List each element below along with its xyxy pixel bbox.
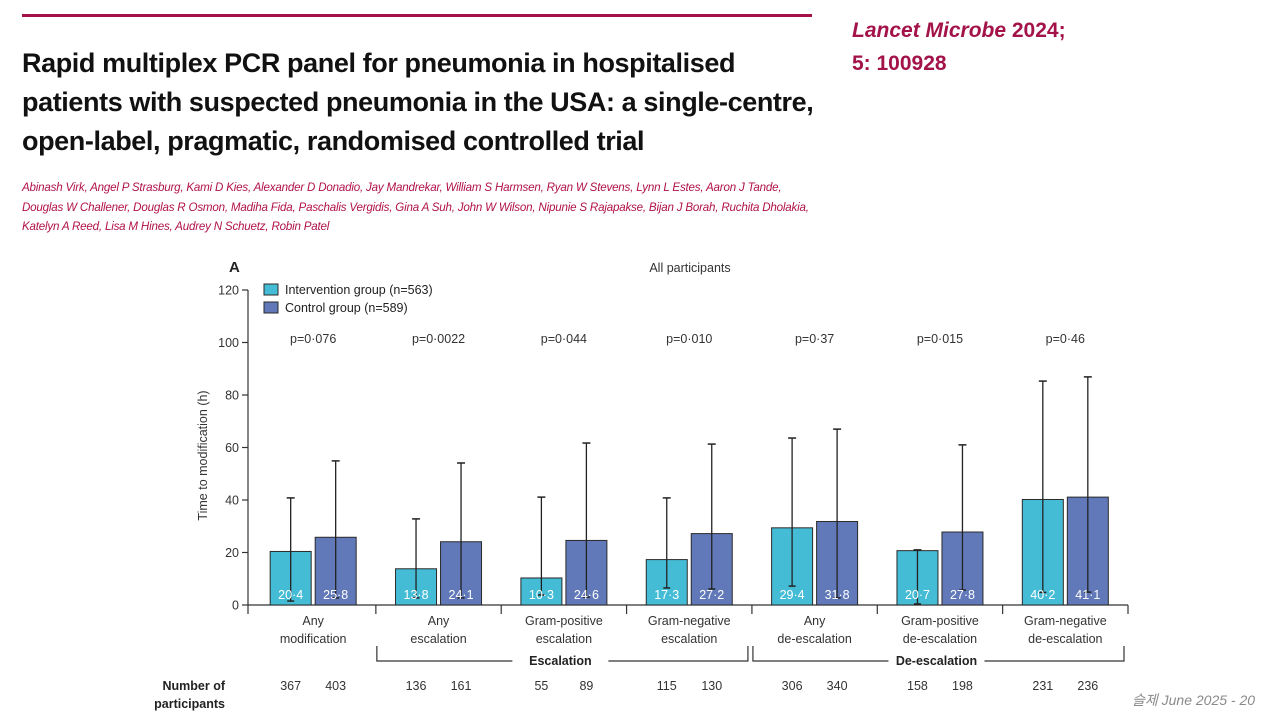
y-tick-label: 40 bbox=[225, 494, 239, 508]
bar-value-label: 20·7 bbox=[905, 588, 930, 602]
n-label: Number of bbox=[163, 679, 226, 693]
category-label: de-escalation bbox=[903, 632, 977, 646]
n-label: participants bbox=[154, 697, 225, 711]
participant-count: 198 bbox=[952, 679, 973, 693]
group-label: Escalation bbox=[529, 654, 592, 668]
legend-swatch-intervention bbox=[263, 283, 279, 296]
participant-count: 231 bbox=[1032, 679, 1053, 693]
top-rule bbox=[22, 14, 812, 17]
p-value: p=0·015 bbox=[917, 332, 963, 346]
participant-count: 55 bbox=[534, 679, 548, 693]
bar-value-label: 29·4 bbox=[780, 588, 805, 602]
category-label: Gram-positive bbox=[901, 614, 979, 628]
category-label: escalation bbox=[661, 632, 717, 646]
category-label: Gram-negative bbox=[1024, 614, 1107, 628]
category-label: modification bbox=[280, 632, 347, 646]
y-tick-label: 60 bbox=[225, 441, 239, 455]
bar-value-label: 27·8 bbox=[950, 588, 975, 602]
category-label: escalation bbox=[410, 632, 466, 646]
citation-volume: 5: 100928 bbox=[852, 52, 947, 75]
bar-value-label: 25·8 bbox=[323, 588, 348, 602]
bar-value-label: 17·3 bbox=[654, 588, 679, 602]
participant-count: 130 bbox=[701, 679, 722, 693]
bar-value-label: 31·8 bbox=[825, 588, 850, 602]
participant-count: 236 bbox=[1077, 679, 1098, 693]
slide-footer: 슬제 June 2025 - 20 bbox=[1132, 692, 1256, 708]
bar-value-label: 10·3 bbox=[529, 588, 554, 602]
y-tick-label: 120 bbox=[218, 284, 239, 298]
p-value: p=0·46 bbox=[1046, 332, 1085, 346]
bar-value-label: 24·6 bbox=[574, 588, 599, 602]
p-value: p=0·010 bbox=[666, 332, 712, 346]
group-bracket bbox=[752, 646, 1125, 662]
chart-title: All participants bbox=[649, 261, 730, 275]
p-value: p=0·076 bbox=[290, 332, 336, 346]
category-label: de-escalation bbox=[1028, 632, 1102, 646]
p-value: p=0·0022 bbox=[412, 332, 465, 346]
participant-count: 161 bbox=[451, 679, 472, 693]
citation-year: 2024; bbox=[1006, 19, 1066, 42]
author-list: Abinash Virk, Angel P Strasburg, Kami D … bbox=[22, 181, 809, 233]
y-tick-label: 100 bbox=[218, 336, 239, 350]
category-label: Any bbox=[302, 614, 324, 628]
participant-count: 136 bbox=[406, 679, 427, 693]
category-label: Any bbox=[804, 614, 826, 628]
y-tick-label: 80 bbox=[225, 389, 239, 403]
p-value: p=0·37 bbox=[795, 332, 834, 346]
y-tick-label: 0 bbox=[232, 599, 239, 613]
category-label: Gram-negative bbox=[648, 614, 731, 628]
bar-value-label: 20·4 bbox=[278, 588, 303, 602]
participant-count: 158 bbox=[907, 679, 928, 693]
citation-journal: Lancet Microbe bbox=[852, 19, 1007, 42]
participant-count: 367 bbox=[280, 679, 301, 693]
participant-count: 89 bbox=[579, 679, 593, 693]
bar-value-label: 27·2 bbox=[699, 588, 724, 602]
citation: Lancet Microbe 2024; 5: 100928 bbox=[852, 14, 1066, 80]
participant-count: 403 bbox=[325, 679, 346, 693]
group-label: De-escalation bbox=[896, 654, 977, 668]
panel-label: A bbox=[229, 259, 240, 276]
bar-value-label: 40·2 bbox=[1030, 588, 1055, 602]
bar-value-label: 24·1 bbox=[449, 588, 474, 602]
paper-title: Rapid multiplex PCR panel for pneumonia … bbox=[22, 48, 814, 156]
group-bracket bbox=[376, 646, 749, 662]
bar-value-label: 13·8 bbox=[404, 588, 429, 602]
p-value: p=0·044 bbox=[541, 332, 587, 346]
participant-count: 340 bbox=[827, 679, 848, 693]
category-label: Gram-positive bbox=[525, 614, 603, 628]
legend-label-control: Control group (n=589) bbox=[285, 301, 408, 315]
bar-value-label: 41·1 bbox=[1075, 588, 1100, 602]
legend-label-intervention: Intervention group (n=563) bbox=[285, 283, 433, 297]
bars bbox=[269, 376, 1109, 606]
y-tick-label: 20 bbox=[225, 546, 239, 560]
category-label: Any bbox=[428, 614, 450, 628]
participant-count: 115 bbox=[657, 679, 677, 693]
category-label: de-escalation bbox=[777, 632, 851, 646]
labels: A All participants Intervention group (n=5… bbox=[154, 259, 1107, 711]
category-label: escalation bbox=[536, 632, 592, 646]
legend-swatch-control bbox=[263, 301, 279, 314]
y-axis-label: Time to modification (h) bbox=[196, 390, 210, 520]
participant-count: 306 bbox=[782, 679, 803, 693]
